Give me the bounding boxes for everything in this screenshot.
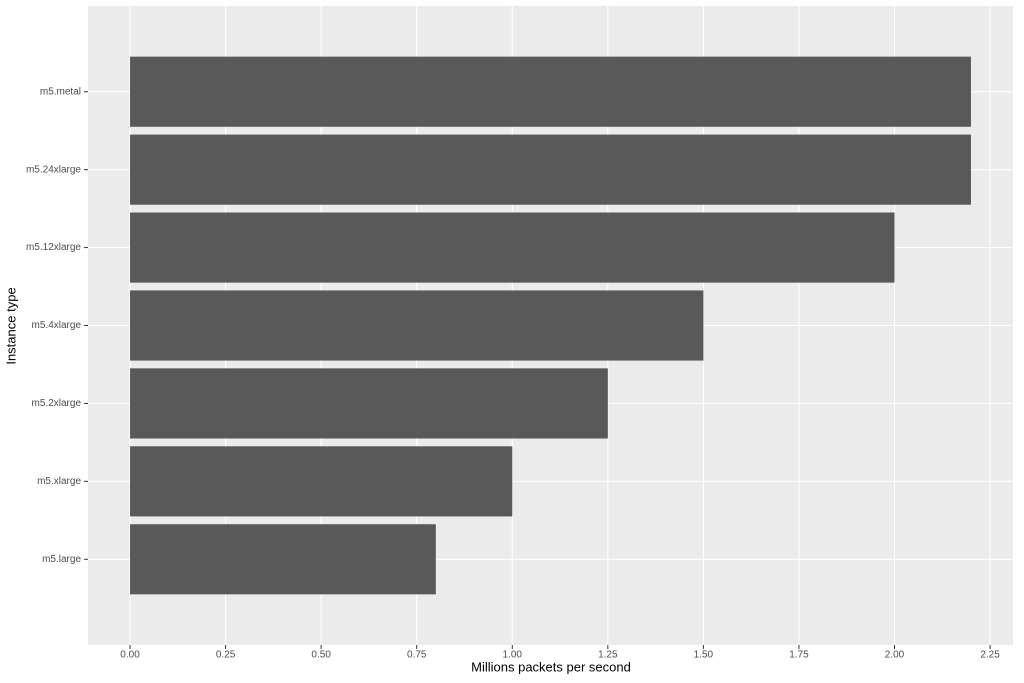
x-tick-label: 2.00	[885, 650, 905, 661]
y-axis-title: Instance type	[3, 287, 18, 364]
x-tick-label: 0.50	[311, 650, 331, 661]
x-tick-label: 1.75	[789, 650, 809, 661]
x-tick-label: 0.00	[120, 650, 140, 661]
bar	[130, 56, 971, 127]
y-tick-label: m5.2xlarge	[32, 398, 82, 409]
bar	[130, 212, 895, 283]
x-tick-label: 1.00	[503, 650, 523, 661]
bar	[130, 290, 704, 361]
bar	[130, 446, 513, 517]
y-tick-label: m5.metal	[40, 86, 81, 97]
y-tick-label: m5.12xlarge	[26, 242, 81, 253]
bar	[130, 524, 436, 595]
y-tick-label: m5.large	[42, 554, 81, 565]
x-tick-label: 0.75	[407, 650, 427, 661]
y-tick-label: m5.24xlarge	[26, 164, 81, 175]
x-tick-label: 0.25	[216, 650, 236, 661]
bar	[130, 368, 608, 439]
x-tick-label: 2.25	[980, 650, 1000, 661]
x-tick-label: 1.50	[694, 650, 714, 661]
y-tick-label: m5.4xlarge	[32, 320, 82, 331]
x-axis-title: Millions packets per second	[471, 659, 631, 674]
bar	[130, 134, 971, 205]
x-tick-label: 1.25	[598, 650, 618, 661]
y-tick-label: m5.xlarge	[37, 476, 81, 487]
